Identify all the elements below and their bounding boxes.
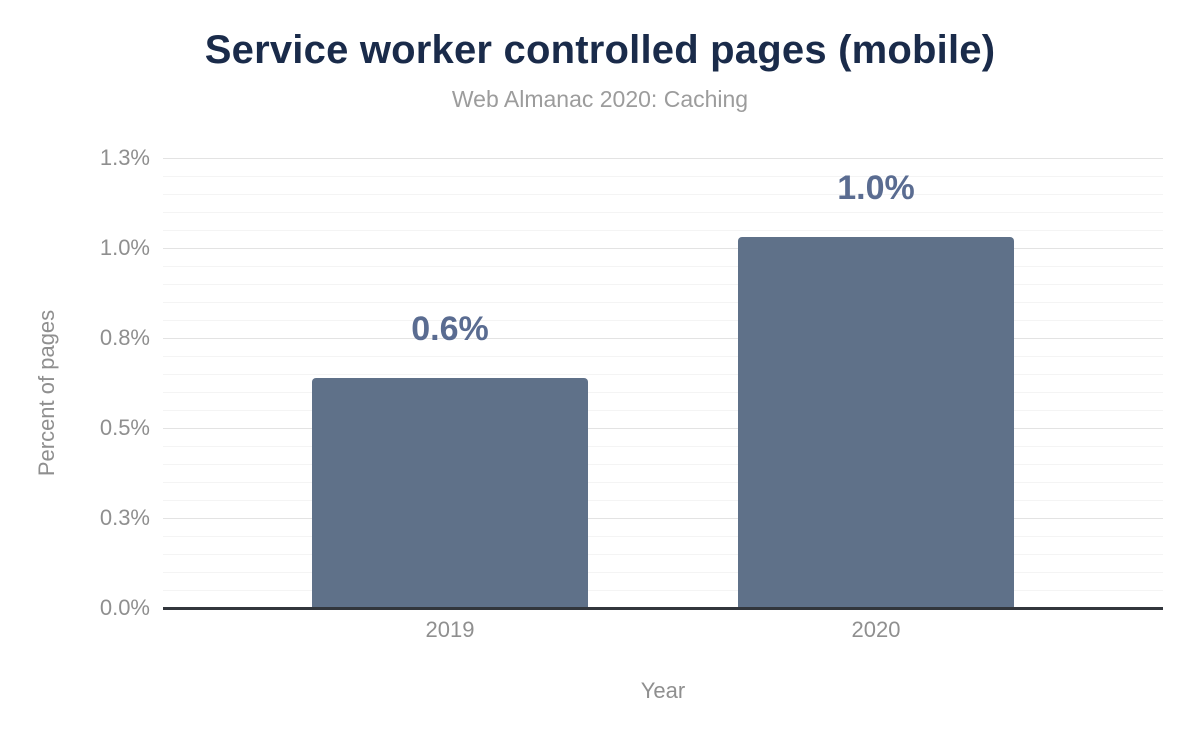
minor-gridline: [163, 391, 1163, 393]
minor-gridline: [163, 463, 1163, 465]
minor-gridline: [163, 481, 1163, 483]
minor-gridline: [163, 373, 1163, 375]
y-tick-label: 0.8%: [99, 325, 150, 350]
y-tick-label: 0.0%: [99, 595, 150, 620]
chart-title: Service worker controlled pages (mobile): [204, 28, 996, 72]
chart-subtitle: Web Almanac 2020: Caching: [451, 86, 749, 112]
y-tick-label: 1.3%: [99, 145, 150, 170]
minor-gridline: [163, 589, 1163, 591]
minor-gridline: [163, 193, 1163, 195]
minor-gridline: [163, 355, 1163, 357]
minor-gridline: [163, 319, 1163, 321]
y-tick-label: 0.3%: [99, 505, 150, 530]
minor-gridline: [163, 571, 1163, 573]
minor-gridline: [163, 229, 1163, 231]
y-tick-label: 0.5%: [99, 415, 150, 440]
x-tick-label: 2019: [425, 617, 475, 642]
minor-gridline: [163, 535, 1163, 537]
y-tick-label: 1.0%: [99, 235, 150, 260]
minor-gridline: [163, 553, 1163, 555]
major-gridline: [163, 427, 1163, 429]
bar-value-label: 0.6%: [411, 309, 489, 348]
minor-gridline: [163, 445, 1163, 447]
bar-value-label: 1.0%: [837, 169, 915, 208]
minor-gridline: [163, 283, 1163, 285]
minor-gridline: [163, 301, 1163, 303]
major-gridline: [163, 157, 1163, 159]
major-gridline: [163, 517, 1163, 519]
minor-gridline: [163, 175, 1163, 177]
major-gridline: [163, 337, 1163, 339]
minor-gridline: [163, 409, 1163, 411]
bar-2019: [312, 377, 588, 608]
minor-gridline: [163, 499, 1163, 501]
x-axis-line: [163, 607, 1163, 610]
major-gridline: [163, 247, 1163, 249]
x-axis-title: Year: [640, 678, 686, 703]
minor-gridline: [163, 211, 1163, 213]
bar-2020: [738, 237, 1014, 608]
x-tick-label: 2020: [851, 617, 901, 642]
minor-gridline: [163, 265, 1163, 267]
